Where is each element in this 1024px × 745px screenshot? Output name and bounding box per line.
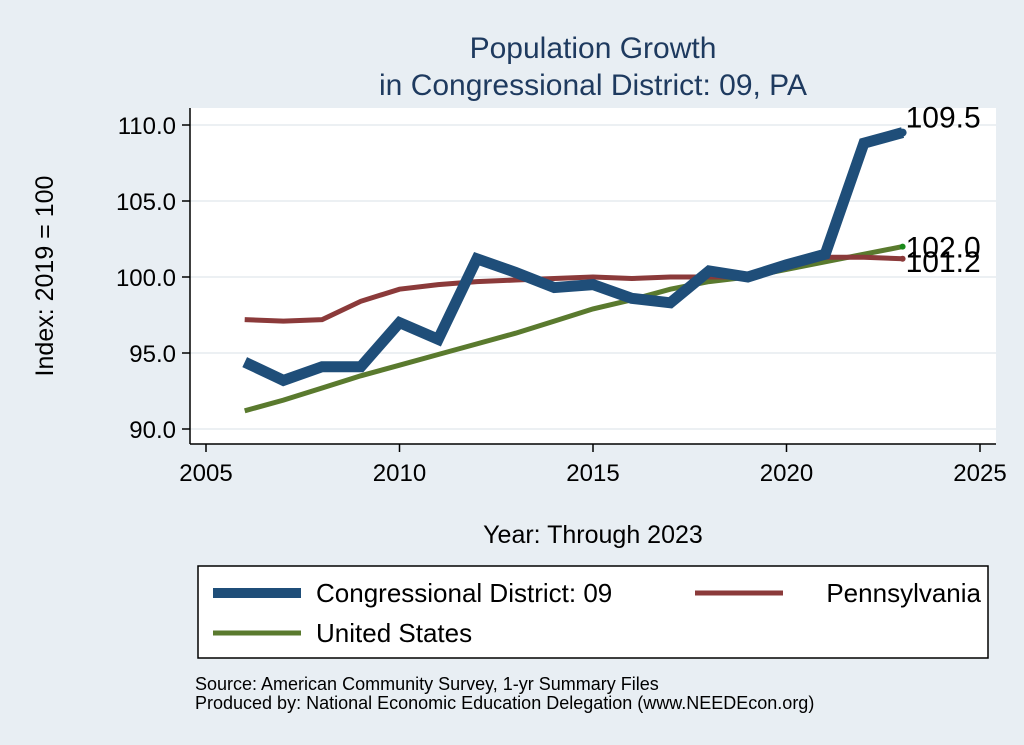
x-tick-label: 2010 — [373, 460, 426, 487]
chart-title: Population Growth — [470, 32, 717, 65]
legend-label: Congressional District: 09 — [316, 578, 612, 608]
y-tick-label: 95.0 — [129, 341, 176, 368]
y-tick-label: 105.0 — [116, 189, 176, 216]
chart-root: Population Growth in Congressional Distr… — [0, 0, 1024, 745]
chart-svg: Population Growth in Congressional Distr… — [0, 0, 1024, 745]
legend-label: United States — [316, 618, 472, 648]
y-tick-label: 90.0 — [129, 417, 176, 444]
end-value-label: 109.5 — [906, 102, 981, 135]
y-axis-title: Index: 2019 = 100 — [31, 176, 59, 377]
x-tick-label: 2025 — [953, 460, 1006, 487]
legend-label: Pennsylvania — [826, 578, 981, 608]
x-axis-title: Year: Through 2023 — [483, 521, 703, 549]
produced-by-note: Produced by: National Economic Education… — [195, 693, 814, 713]
x-tick-label: 2005 — [179, 460, 232, 487]
x-tick-label: 2015 — [566, 460, 619, 487]
x-tick-label: 2020 — [760, 460, 813, 487]
source-note: Source: American Community Survey, 1-yr … — [195, 674, 659, 694]
end-value-label: 102.0 — [906, 232, 981, 265]
y-tick-label: 100.0 — [116, 265, 176, 292]
y-tick-label: 110.0 — [118, 113, 176, 140]
chart-subtitle: in Congressional District: 09, PA — [379, 69, 807, 102]
